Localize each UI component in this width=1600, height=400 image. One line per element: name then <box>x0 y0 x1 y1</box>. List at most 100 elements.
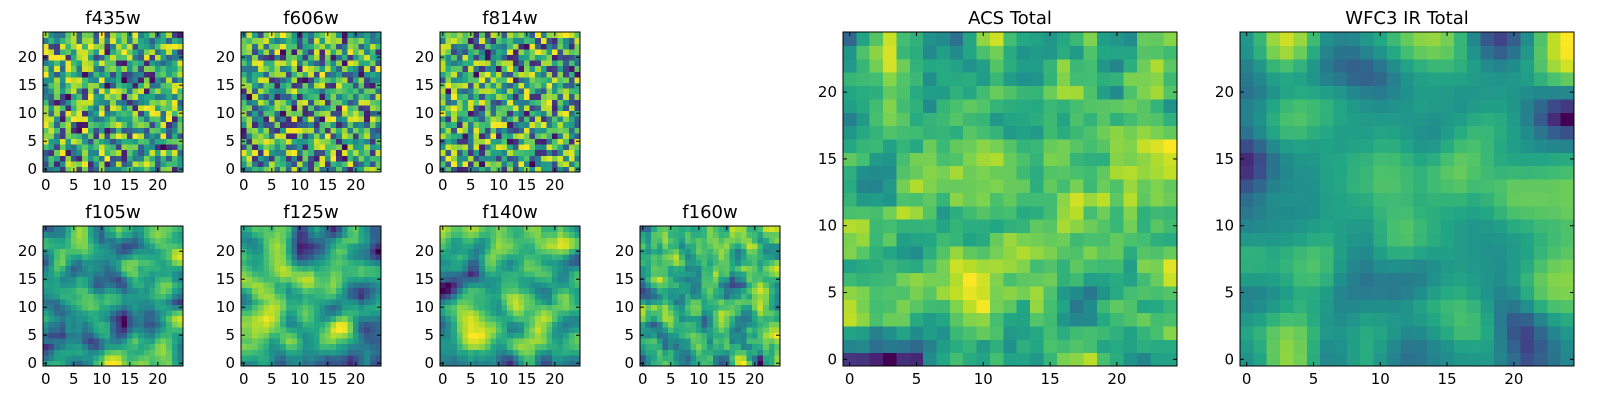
heatmap-cell <box>297 93 304 100</box>
heatmap-cell <box>171 99 178 106</box>
heatmap-cell <box>99 282 106 289</box>
heatmap-cell <box>336 138 343 145</box>
heatmap-cell <box>1016 259 1031 274</box>
heatmap-cell <box>138 276 145 283</box>
heatmap-cell <box>1123 272 1138 287</box>
heatmap-cell <box>690 237 697 244</box>
heatmap-cell <box>121 315 128 322</box>
heatmap-cell <box>319 254 326 261</box>
heatmap-cell <box>166 287 173 294</box>
heatmap-cell <box>651 226 658 233</box>
heatmap-cell <box>99 293 106 300</box>
heatmap-cell <box>115 354 122 361</box>
heatmap-cell <box>563 326 570 333</box>
heatmap-cell <box>54 242 61 249</box>
heatmap-cell <box>445 110 452 117</box>
heatmap-cell <box>512 138 519 145</box>
heatmap-cell <box>456 248 463 255</box>
heatmap-cell <box>1056 339 1071 354</box>
heatmap-cell <box>557 88 564 95</box>
heatmap-cell <box>1110 245 1125 260</box>
heatmap-cell <box>155 37 162 44</box>
heatmap-cell <box>325 315 332 322</box>
heatmap-cell <box>440 149 447 156</box>
heatmap-cell <box>285 54 292 61</box>
heatmap-cell <box>308 242 315 249</box>
heatmap-cell <box>54 54 61 61</box>
heatmap-cell <box>1070 352 1085 367</box>
heatmap-cell <box>71 104 78 111</box>
heatmap-cell <box>896 192 911 207</box>
heatmap-cell <box>462 248 469 255</box>
heatmap-cell <box>563 259 570 266</box>
heatmap-cell <box>484 48 491 55</box>
heatmap-cell <box>440 265 447 272</box>
heatmap-cell <box>319 304 326 311</box>
heatmap-cell <box>673 237 680 244</box>
heatmap-cell <box>445 321 452 328</box>
heatmap-cell <box>451 93 458 100</box>
heatmap-cell <box>319 127 326 134</box>
heatmap-cell <box>330 88 337 95</box>
heatmap-cell <box>325 259 332 266</box>
heatmap-cell <box>512 116 519 123</box>
heatmap-cell <box>1136 259 1151 274</box>
heatmap-cell <box>353 310 360 317</box>
heatmap-cell <box>246 287 253 294</box>
heatmap-cell <box>774 226 781 233</box>
heatmap-cell <box>563 315 570 322</box>
heatmap-cell <box>1123 352 1138 367</box>
heatmap-cell <box>568 354 575 361</box>
heatmap-cell <box>574 160 581 167</box>
heatmap-cell <box>963 259 978 274</box>
heatmap-cell <box>843 219 857 233</box>
heatmap-cell <box>883 219 898 233</box>
heatmap-cell <box>883 272 898 287</box>
heatmap-cell <box>375 99 382 106</box>
heatmap-cell <box>177 144 184 151</box>
heatmap-cell <box>535 82 542 89</box>
heatmap-cell <box>462 144 469 151</box>
heatmap-cell <box>701 360 708 367</box>
heatmap-cell <box>640 343 647 350</box>
heatmap-cell <box>673 287 680 294</box>
heatmap-cell <box>155 310 162 317</box>
heatmap-cell <box>149 127 156 134</box>
heatmap-cell <box>479 287 486 294</box>
heatmap-cell <box>246 293 253 300</box>
heatmap-cell <box>252 298 259 305</box>
heatmap-cell <box>313 65 320 72</box>
heatmap-cell <box>451 310 458 317</box>
heatmap-cell <box>563 149 570 156</box>
heatmap-cell <box>82 326 89 333</box>
heatmap-cell <box>752 298 759 305</box>
heatmap-cell <box>656 298 663 305</box>
heatmap-cell <box>690 259 697 266</box>
y-tick-label: 15 <box>615 270 634 288</box>
heatmap-cell <box>936 165 951 180</box>
heatmap-cell <box>325 155 332 162</box>
x-tick-label: 10 <box>689 370 708 388</box>
heatmap-cell <box>451 104 458 111</box>
heatmap-cell <box>171 155 178 162</box>
heatmap-cell <box>479 127 486 134</box>
heatmap-cell <box>115 326 122 333</box>
heatmap-cell <box>563 88 570 95</box>
heatmap-cell <box>679 270 686 277</box>
heatmap-cell <box>143 132 150 139</box>
heatmap-cell <box>679 293 686 300</box>
heatmap-cell <box>93 37 100 44</box>
heatmap-cell <box>557 93 564 100</box>
heatmap-cell <box>712 349 719 356</box>
heatmap-cell <box>484 332 491 339</box>
heatmap-cell <box>110 242 117 249</box>
heatmap-cell <box>673 304 680 311</box>
heatmap-cell <box>149 110 156 117</box>
heatmap-cell <box>280 76 287 83</box>
heatmap-cell <box>989 339 1004 354</box>
heatmap-cell <box>166 37 173 44</box>
heatmap-cell <box>257 166 264 173</box>
heatmap-cell <box>869 339 884 354</box>
heatmap-cell <box>325 332 332 339</box>
